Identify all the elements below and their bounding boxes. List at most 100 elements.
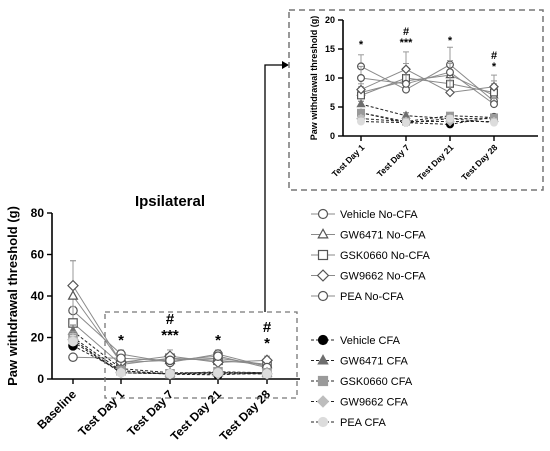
- legend-label: PEA CFA: [340, 417, 387, 429]
- data-point: [402, 79, 411, 88]
- legend-swatch-marker: [317, 249, 329, 261]
- data-point: [402, 118, 411, 127]
- x-tick-label: Test Day 28: [217, 387, 274, 444]
- data-point: [490, 118, 499, 127]
- data-point: [213, 367, 223, 378]
- significance-annotation: *: [215, 332, 221, 349]
- zoom-box: [104, 311, 298, 399]
- x-tick-label: Test Day 28: [459, 142, 499, 182]
- y-tick-label: 20: [325, 15, 335, 25]
- legend-item-pea-cfa: PEA CFA: [311, 416, 387, 429]
- legend-item-gw9662-no-cfa: GW9662 No-CFA: [311, 269, 426, 283]
- x-tick-label: Test Day 1: [330, 142, 367, 179]
- legend-swatch-marker: [317, 290, 329, 302]
- y-tick-label: 20: [31, 331, 45, 345]
- legend-item-gsk0660-cfa: GSK0660 CFA: [311, 375, 413, 388]
- x-tick-label: Test Day 7: [375, 142, 412, 179]
- legend-label: GSK0660 CFA: [340, 376, 413, 388]
- data-point: [446, 68, 455, 77]
- legend-item-pea-no-cfa: PEA No-CFA: [311, 290, 404, 303]
- legend-label: PEA No-CFA: [340, 291, 404, 303]
- series-line: [360, 64, 495, 102]
- legend-label: GW6471 No-CFA: [340, 230, 426, 242]
- y-tick-label: 0: [330, 131, 335, 141]
- data-point: [401, 64, 411, 75]
- significance-annotation: #: [491, 50, 497, 62]
- legend-swatch-marker: [316, 269, 330, 282]
- data-point: [68, 352, 78, 363]
- significance-annotation: #: [166, 311, 175, 328]
- significance-annotation: *: [492, 61, 497, 73]
- significance-annotation: *: [264, 335, 270, 352]
- y-tick-label: 60: [31, 248, 45, 262]
- legend-item-gw6471-cfa: GW6471 CFA: [311, 354, 409, 368]
- legend-label: Vehicle CFA: [340, 335, 401, 347]
- legend-swatch-marker: [317, 228, 329, 239]
- series-pea-cfa: [68, 334, 272, 379]
- inset-box: [288, 9, 544, 191]
- panel-title: Ipsilateral: [135, 193, 205, 210]
- data-point: [445, 87, 455, 98]
- series-line: [360, 118, 495, 124]
- series-line: [360, 68, 495, 94]
- legend-item-gw6471-no-cfa: GW6471 No-CFA: [311, 228, 426, 242]
- legend-label: GW6471 CFA: [340, 356, 409, 368]
- x-tick-label: Test Day 7: [124, 387, 176, 439]
- series-pea-cfa: [357, 114, 499, 127]
- legend-swatch-marker: [317, 354, 329, 365]
- y-tick-label: 40: [31, 289, 45, 303]
- series-vehicle-no-cfa: [357, 46, 499, 106]
- legend-item-vehicle-no-cfa: Vehicle No-CFA: [311, 208, 418, 221]
- legend-item-vehicle-cfa: Vehicle CFA: [311, 334, 401, 347]
- legend-swatch-marker: [317, 208, 329, 220]
- y-tick-label: 15: [325, 44, 335, 54]
- data-point: [116, 353, 126, 364]
- data-point: [165, 369, 175, 379]
- data-point: [262, 369, 272, 379]
- data-point: [165, 355, 175, 366]
- data-point: [357, 73, 366, 82]
- legend-swatch-marker: [317, 334, 329, 346]
- x-tick-label: Test Day 21: [168, 387, 225, 444]
- significance-annotation: #: [263, 319, 272, 336]
- data-point: [116, 367, 126, 378]
- legend-label: GW9662 No-CFA: [340, 271, 426, 283]
- data-point: [357, 117, 366, 126]
- data-point: [356, 84, 366, 95]
- series-line: [360, 112, 495, 123]
- legend-label: GSK0660 No-CFA: [340, 250, 431, 262]
- data-point: [68, 336, 78, 347]
- data-point: [67, 289, 79, 300]
- zoom-connector-arrowhead: [282, 61, 289, 69]
- data-point: [67, 279, 79, 292]
- data-point: [490, 100, 499, 109]
- x-tick-label: Baseline: [34, 387, 79, 432]
- legend-swatch-marker: [316, 395, 330, 408]
- data-point: [213, 351, 223, 361]
- legend-swatch-marker: [317, 375, 329, 387]
- legend-item-gw9662-cfa: GW9662 CFA: [311, 395, 409, 409]
- series-line: [360, 71, 495, 105]
- significance-annotation: *: [118, 332, 124, 349]
- data-point: [356, 98, 366, 108]
- significance-annotation: ***: [161, 327, 179, 344]
- significance-annotation: #: [403, 26, 409, 38]
- data-point: [446, 114, 455, 123]
- data-point: [489, 81, 499, 92]
- series-line: [360, 103, 494, 120]
- series-line: [72, 330, 267, 374]
- series-gw9662-no-cfa: [356, 51, 499, 98]
- legend-swatch-marker: [317, 416, 329, 428]
- y-tick-label: 10: [325, 73, 335, 83]
- legend-item-gsk0660-no-cfa: GSK0660 No-CFA: [311, 249, 431, 262]
- y-tick-label: 5: [330, 102, 335, 112]
- series-pea-no-cfa: [357, 60, 499, 109]
- x-tick-label: Test Day 1: [75, 387, 127, 439]
- significance-annotation: *: [448, 35, 453, 47]
- y-axis-label: Paw withdrawal threshold (g): [5, 206, 20, 386]
- y-tick-label: 0: [37, 372, 44, 386]
- legend-label: GW9662 CFA: [340, 397, 409, 409]
- legend: Vehicle No-CFA GW6471 No-CFA GSK0660 No-CF…: [311, 208, 431, 429]
